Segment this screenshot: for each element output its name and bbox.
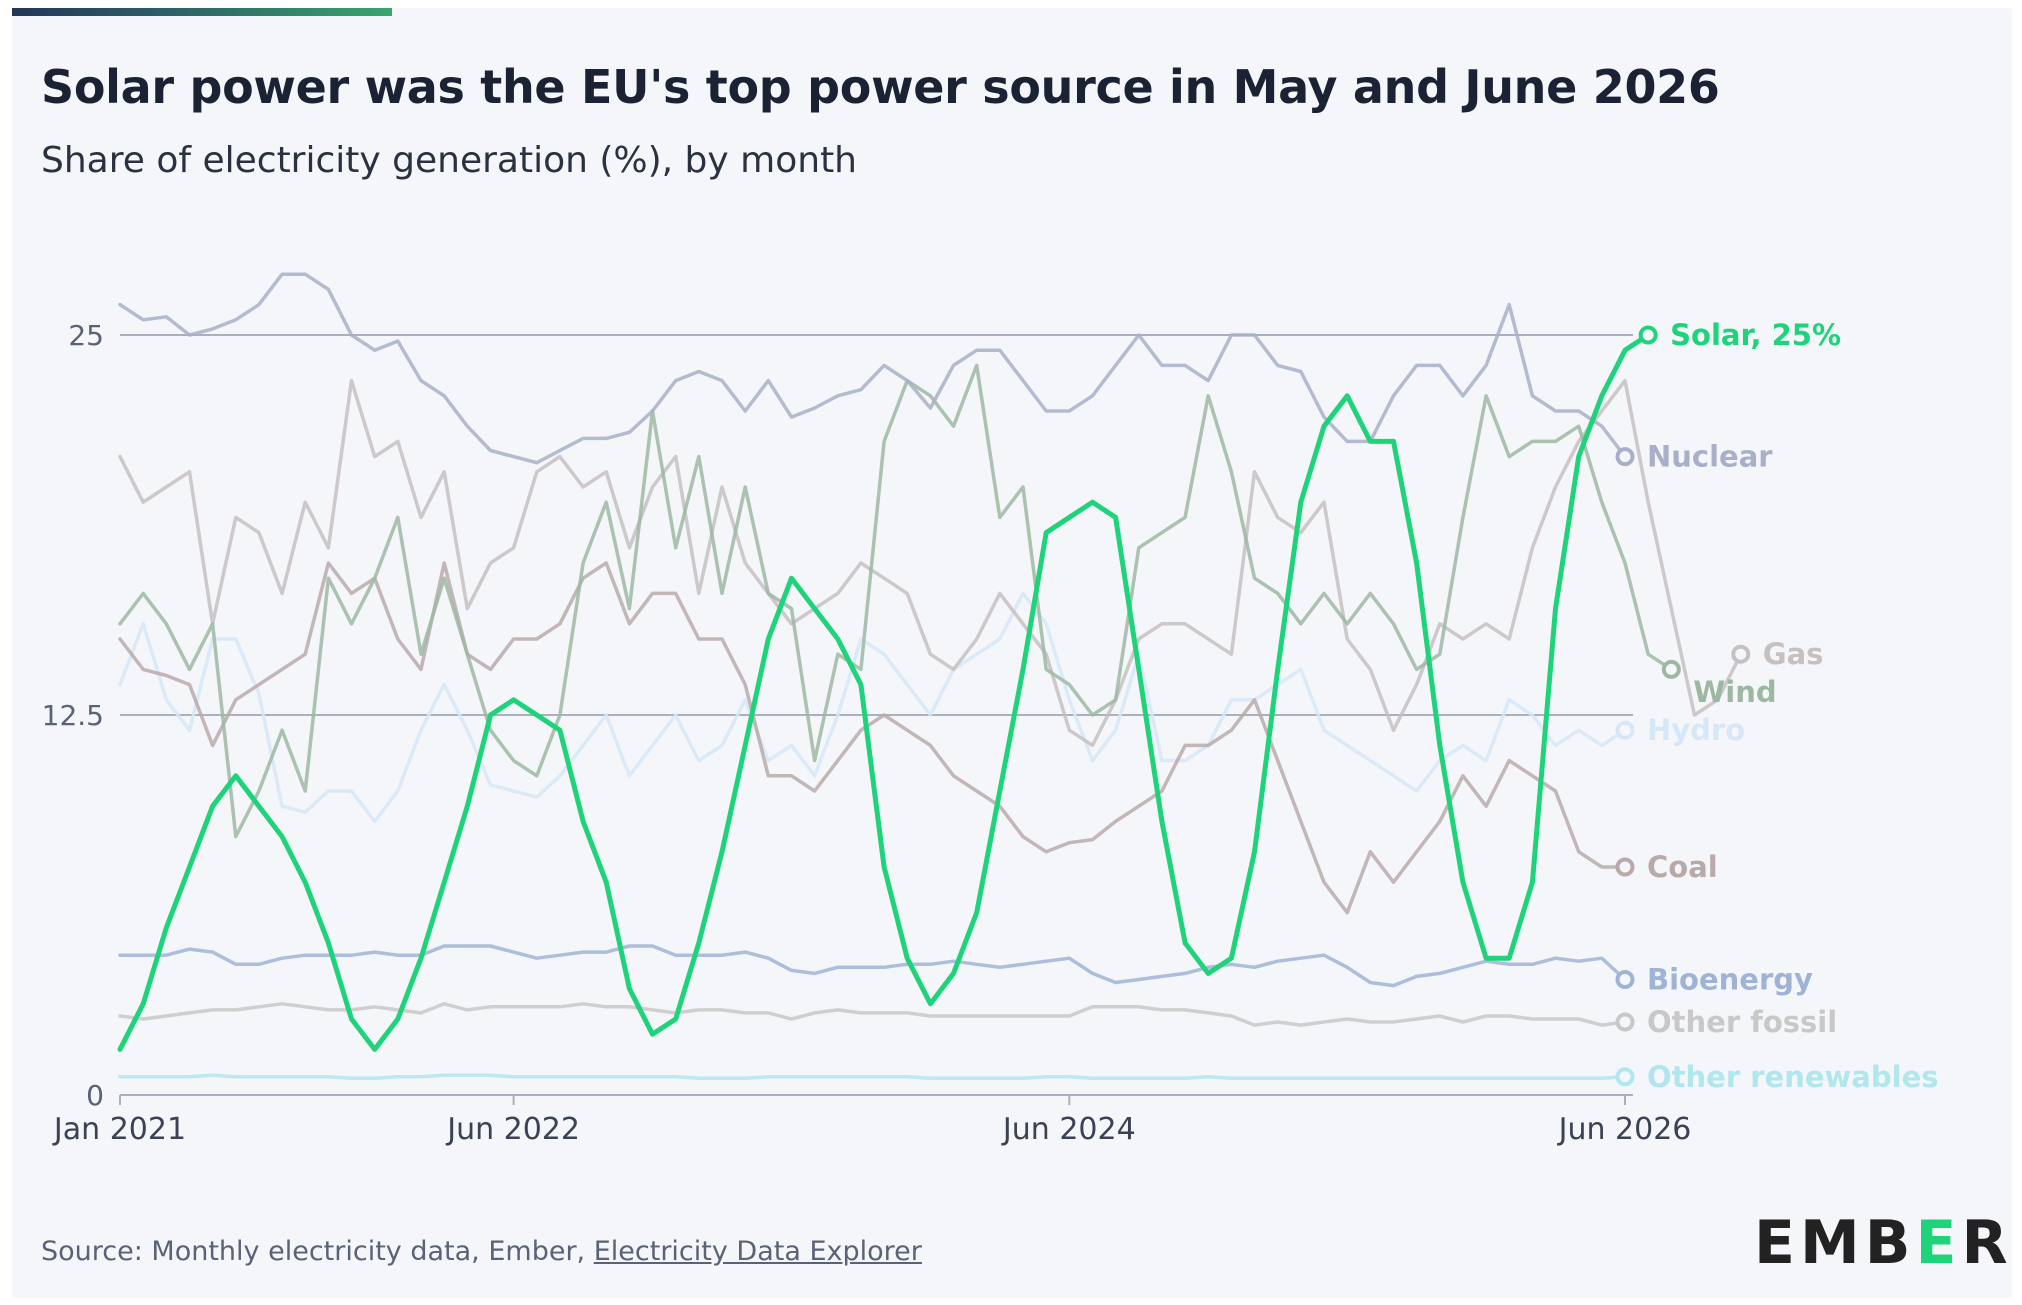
x-tick-label: Jun 2026 — [1557, 1112, 1692, 1147]
series-label-other-renewables: Other renewables — [1647, 1060, 1939, 1094]
series-line-bioenergy — [118, 944, 1627, 988]
end-marker-solar — [1638, 325, 1658, 345]
source-link[interactable]: Electricity Data Explorer — [593, 1236, 922, 1267]
x-tick-label: Jun 2022 — [445, 1112, 580, 1147]
y-tick-label: 12.5 — [42, 699, 104, 732]
series-line-nuclear — [118, 272, 1627, 465]
end-marker-hydro — [1615, 720, 1635, 740]
ember-logo: EMBER — [1754, 1208, 2013, 1278]
series-label-bioenergy: Bioenergy — [1647, 962, 1813, 996]
series-label-solar: Solar, 25% — [1670, 318, 1841, 352]
end-marker-gas — [1731, 644, 1751, 664]
line-chart: 0 12.5 25 Jan 2021 Jun 2022 Jun 2024 Jun 2026 S… — [42, 272, 1939, 1147]
logo-text-post: R — [1961, 1208, 2013, 1278]
end-marker-other-fossil — [1615, 1012, 1635, 1032]
series-line-wind — [118, 363, 1674, 839]
source-text: Source: Monthly electricity data, Ember, — [41, 1236, 594, 1267]
end-marker-nuclear — [1615, 447, 1635, 467]
series-line-coal — [118, 561, 1627, 915]
series-line-other-renewables — [118, 1073, 1627, 1081]
series-label-hydro: Hydro — [1647, 713, 1745, 747]
end-marker-bioenergy — [1615, 969, 1635, 989]
series-line-other-fossil — [118, 1002, 1627, 1027]
series-label-gas: Gas — [1763, 637, 1824, 671]
series-line-solar — [117, 332, 1651, 1052]
chart-card: Solar power was the EU's top power sourc… — [12, 8, 2012, 1298]
y-tick-label: 0 — [86, 1079, 104, 1112]
chart-subtitle: Share of electricity generation (%), by … — [41, 140, 857, 181]
end-marker-coal — [1615, 857, 1635, 877]
series-line-gas — [118, 378, 1743, 748]
series-label-other-fossil: Other fossil — [1647, 1005, 1837, 1039]
series-label-coal: Coal — [1647, 850, 1718, 884]
series-label-nuclear: Nuclear — [1647, 440, 1773, 474]
series-label-wind: Wind — [1693, 675, 1776, 709]
x-tick-label: Jun 2024 — [1001, 1112, 1136, 1147]
top-accent-bar — [12, 8, 392, 16]
y-tick-label: 25 — [68, 319, 104, 352]
series-line-hydro — [118, 591, 1627, 824]
x-tick-label: Jan 2021 — [52, 1112, 186, 1147]
end-marker-other-renewables — [1615, 1067, 1635, 1087]
logo-text-pre: EMB — [1754, 1208, 1916, 1278]
logo-e-mark: E — [1915, 1208, 1962, 1278]
end-marker-wind — [1661, 659, 1681, 679]
chart-title: Solar power was the EU's top power sourc… — [41, 60, 1720, 114]
source-note: Source: Monthly electricity data, Ember,… — [41, 1236, 922, 1267]
